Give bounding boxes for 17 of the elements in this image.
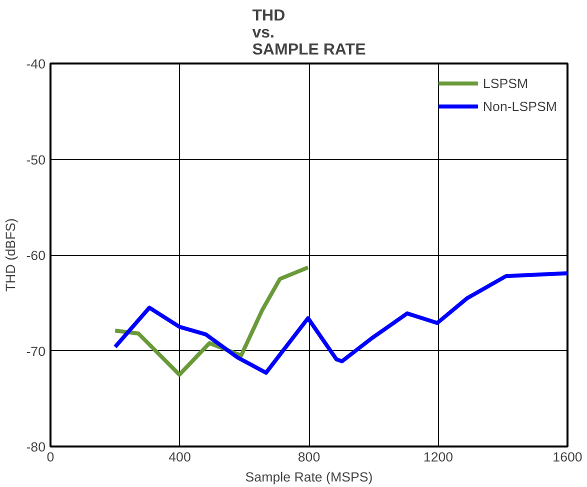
line-series: [113, 265, 310, 377]
x-tick-label: 1200: [423, 450, 454, 464]
x-tick-label: 0: [46, 450, 54, 464]
x-axis-title: Sample Rate (MSPS): [245, 470, 373, 484]
chart-title: THD vs. SAMPLE RATE: [252, 8, 366, 58]
y-axis-title: THD (dBFS): [3, 218, 18, 292]
y-tick-label: -70: [26, 344, 46, 359]
y-tick-label: -40: [26, 56, 46, 72]
y-tick-label: -80: [26, 440, 46, 454]
legend-label: LSPSM: [482, 76, 528, 90]
x-tick-label: 800: [298, 450, 320, 464]
y-tick-label: -50: [26, 152, 46, 168]
legend-label: Non-LSPSM: [482, 98, 557, 114]
x-tick-label: 400: [168, 450, 191, 464]
line-series: [113, 271, 568, 375]
y-tick-label: -60: [26, 248, 46, 263]
x-tick-label: 1600: [552, 450, 582, 464]
